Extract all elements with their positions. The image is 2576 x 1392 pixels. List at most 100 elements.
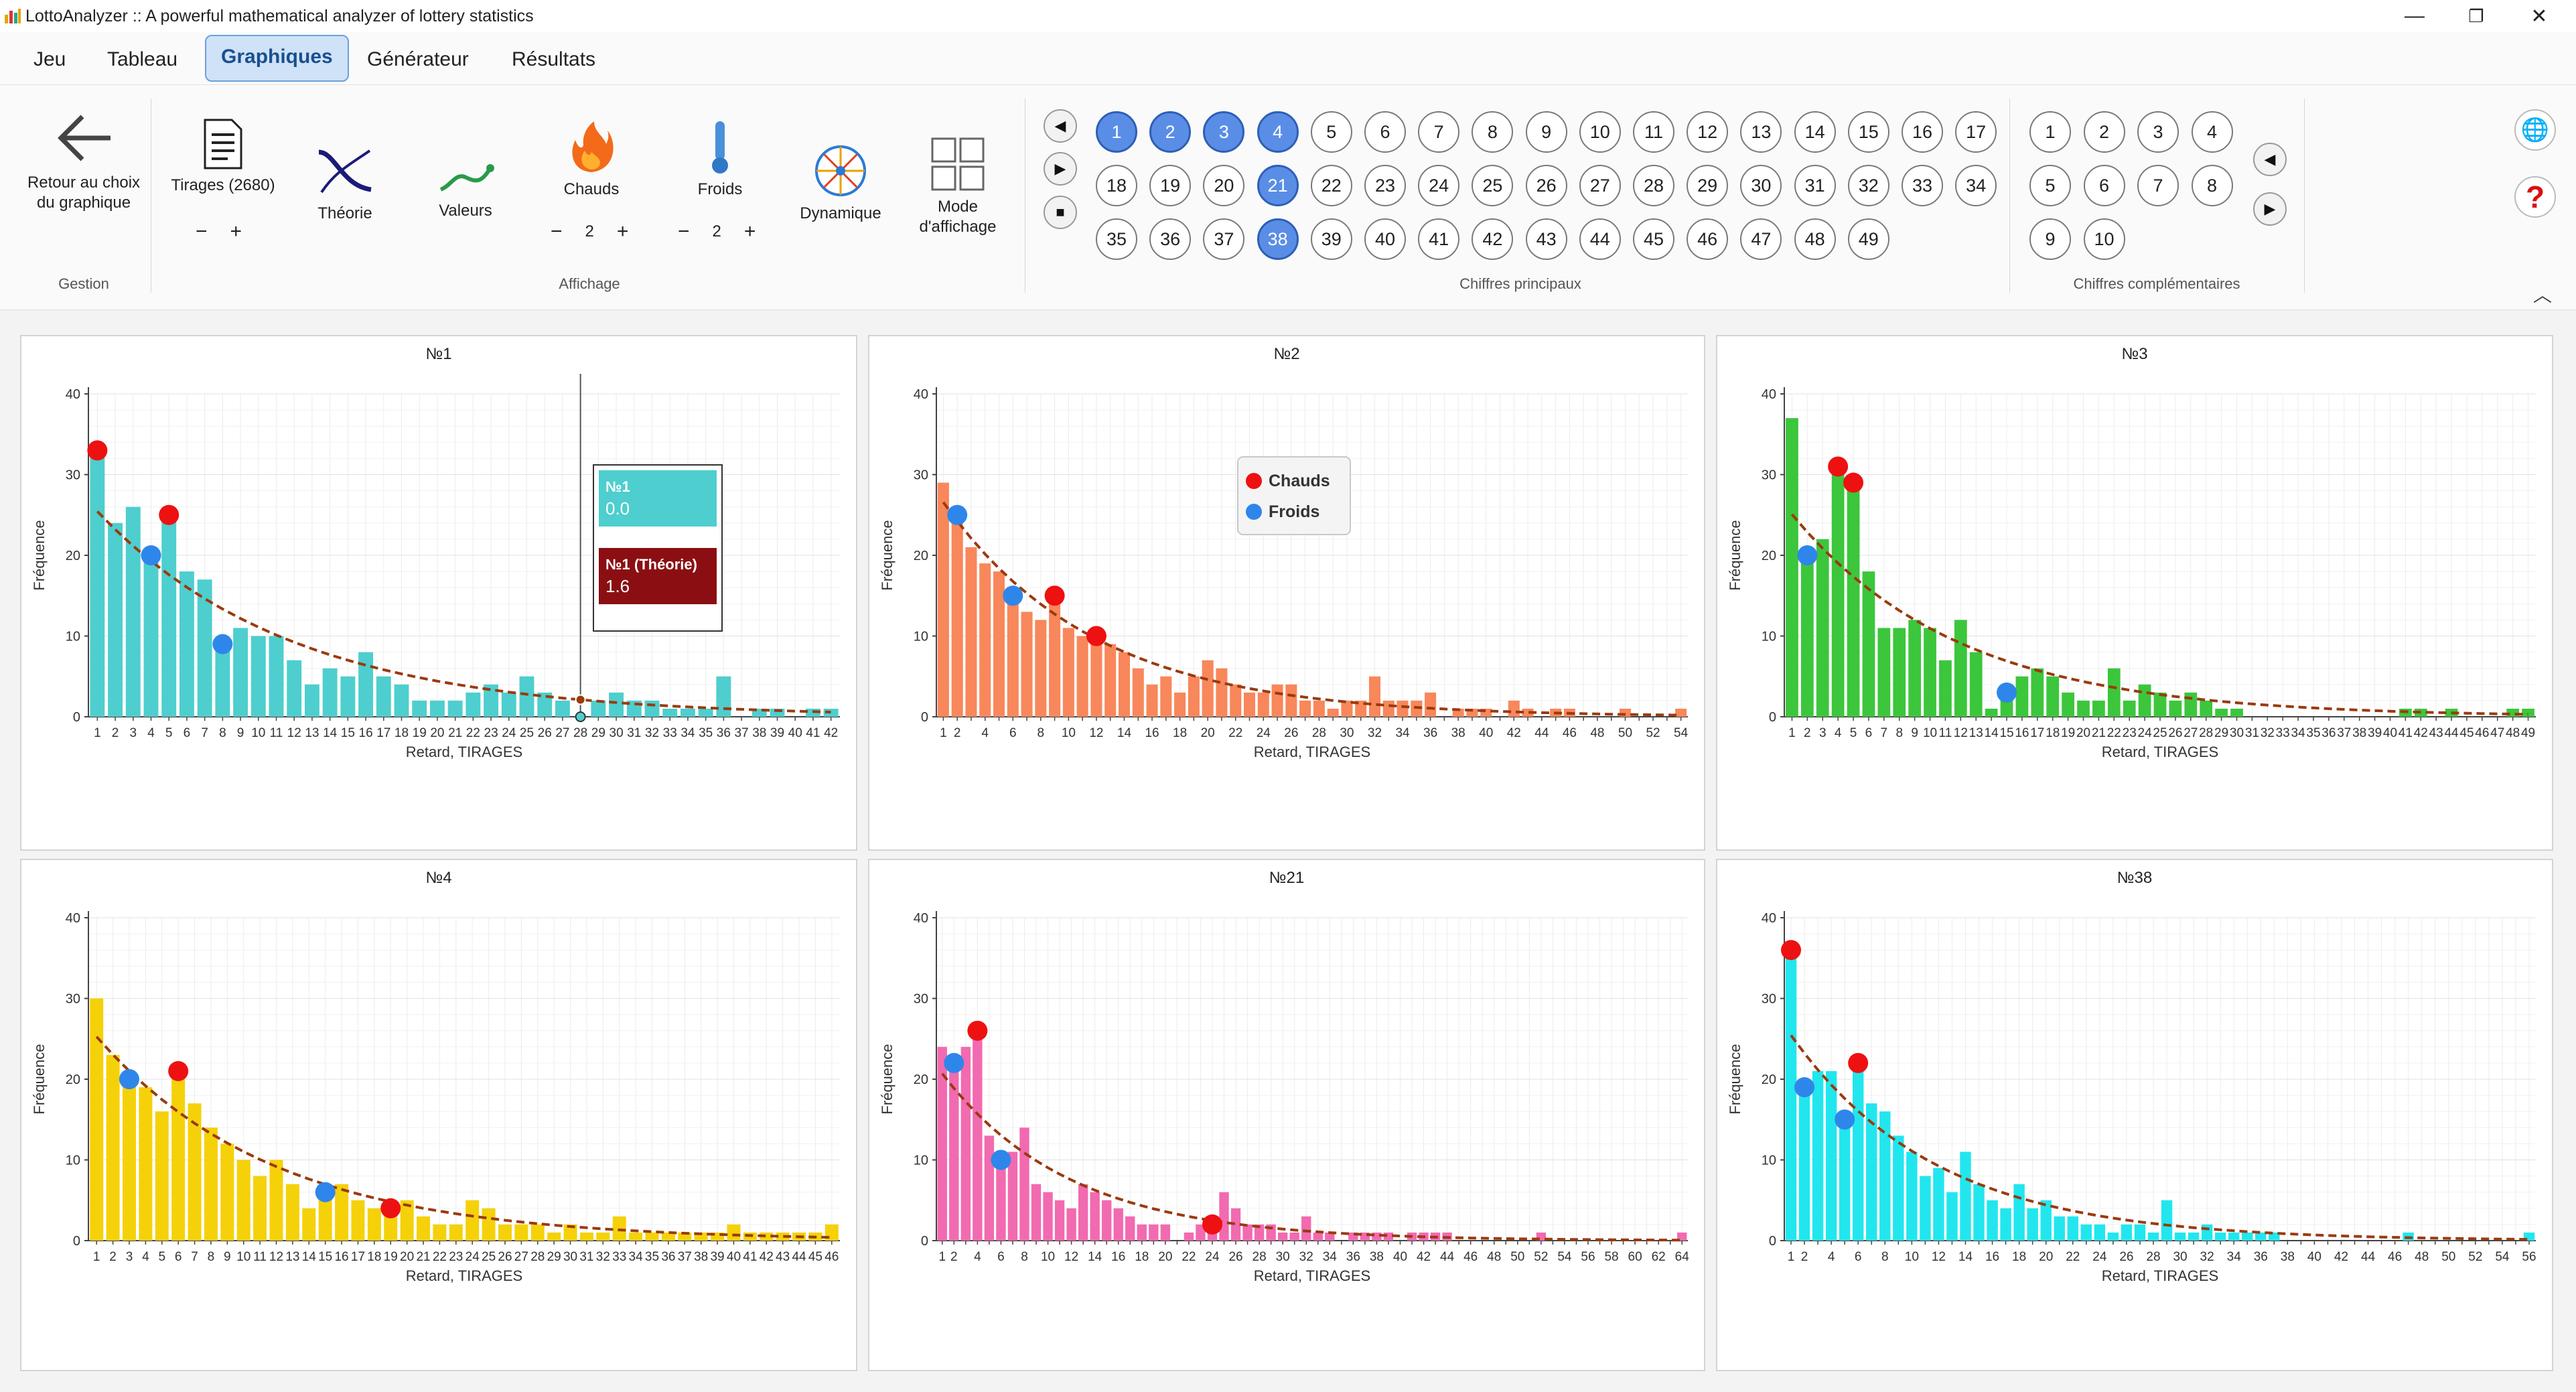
number-ball-14[interactable]: 14 [1794, 111, 1836, 153]
play-button[interactable]: ▶ [1044, 152, 1077, 186]
froids-plus-button[interactable]: + [743, 220, 756, 242]
number-ball-17[interactable]: 17 [1955, 111, 1997, 153]
complementary-ball-7[interactable]: 7 [2137, 165, 2179, 206]
separator [2304, 98, 2305, 293]
number-ball-32[interactable]: 32 [1847, 165, 1889, 206]
number-ball-41[interactable]: 41 [1418, 218, 1460, 260]
x-tick-label: 34 [681, 726, 695, 740]
number-ball-39[interactable]: 39 [1310, 218, 1352, 260]
complementary-ball-1[interactable]: 1 [2029, 111, 2071, 153]
complementary-ball-5[interactable]: 5 [2029, 165, 2071, 206]
number-ball-18[interactable]: 18 [1096, 165, 1137, 206]
number-ball-12[interactable]: 12 [1687, 111, 1729, 153]
number-ball-34[interactable]: 34 [1955, 165, 1997, 206]
y-axis-label: Fréquence [879, 1044, 896, 1114]
number-ball-23[interactable]: 23 [1364, 165, 1406, 206]
number-ball-5[interactable]: 5 [1310, 111, 1352, 153]
stop-button[interactable]: ■ [1044, 196, 1077, 229]
complementary-ball-3[interactable]: 3 [2137, 111, 2179, 153]
mode-affichage-button[interactable]: Mode d'affichage [911, 136, 1005, 237]
number-ball-7[interactable]: 7 [1418, 111, 1460, 153]
number-ball-33[interactable]: 33 [1902, 165, 1943, 206]
chauds-minus-button[interactable]: − [551, 220, 563, 242]
dynamique-button[interactable]: Dynamique [790, 143, 891, 224]
menu-resultats[interactable]: Résultats [512, 48, 596, 70]
number-ball-16[interactable]: 16 [1902, 111, 1943, 153]
number-ball-48[interactable]: 48 [1794, 218, 1836, 260]
number-ball-29[interactable]: 29 [1687, 165, 1729, 206]
number-ball-28[interactable]: 28 [1633, 165, 1674, 206]
number-ball-43[interactable]: 43 [1525, 218, 1567, 260]
number-ball-47[interactable]: 47 [1740, 218, 1782, 260]
prev-button[interactable]: ◀ [1044, 109, 1077, 143]
froids-button[interactable]: Froids [676, 119, 764, 200]
number-ball-15[interactable]: 15 [1847, 111, 1889, 153]
number-ball-36[interactable]: 36 [1149, 218, 1192, 260]
number-ball-25[interactable]: 25 [1472, 165, 1514, 206]
menu-generateur[interactable]: Générateur [367, 48, 469, 70]
chauds-plus-button[interactable]: + [616, 220, 629, 242]
y-tick-label: 10 [914, 1154, 928, 1168]
number-ball-2[interactable]: 2 [1149, 111, 1192, 153]
number-ball-10[interactable]: 10 [1579, 111, 1621, 153]
chauds-button[interactable]: Chauds [548, 119, 635, 200]
menu-tableau[interactable]: Tableau [107, 48, 178, 70]
y-tick-label: 10 [914, 630, 928, 644]
back-to-chart-choice-button[interactable]: Retour au choix du graphique [20, 108, 147, 213]
number-ball-42[interactable]: 42 [1472, 218, 1514, 260]
tirages-minus-button[interactable]: − [196, 220, 208, 242]
compl-prev-button[interactable]: ◀ [2253, 143, 2287, 176]
number-ball-8[interactable]: 8 [1472, 111, 1514, 153]
number-ball-45[interactable]: 45 [1633, 218, 1674, 260]
number-ball-30[interactable]: 30 [1740, 165, 1782, 206]
number-ball-26[interactable]: 26 [1525, 165, 1567, 206]
number-ball-1[interactable]: 1 [1096, 111, 1137, 153]
help-icon[interactable]: ? [2514, 176, 2556, 218]
collapse-ribbon-icon[interactable]: ︿ [2533, 285, 2553, 305]
number-ball-19[interactable]: 19 [1149, 165, 1192, 206]
menu-graphiques[interactable]: Graphiques [205, 35, 349, 82]
valeurs-button[interactable]: Valeurs [422, 159, 509, 221]
number-ball-4[interactable]: 4 [1257, 111, 1299, 153]
number-ball-27[interactable]: 27 [1579, 165, 1621, 206]
complementary-ball-10[interactable]: 10 [2083, 218, 2125, 260]
number-ball-49[interactable]: 49 [1847, 218, 1889, 260]
number-ball-3[interactable]: 3 [1203, 111, 1245, 153]
x-tick-label: 23 [484, 726, 498, 740]
compl-next-button[interactable]: ▶ [2253, 192, 2287, 226]
froids-minus-button[interactable]: − [678, 220, 690, 242]
complementary-ball-4[interactable]: 4 [2191, 111, 2233, 153]
number-ball-35[interactable]: 35 [1096, 218, 1137, 260]
tirages-button[interactable]: Tirages (2680) [166, 117, 280, 196]
complementary-ball-2[interactable]: 2 [2083, 111, 2125, 153]
bar-1 [1786, 418, 1798, 717]
number-ball-38[interactable]: 38 [1257, 218, 1299, 260]
number-ball-20[interactable]: 20 [1203, 165, 1245, 206]
close-button[interactable]: ✕ [2530, 5, 2548, 27]
complementary-ball-8[interactable]: 8 [2191, 165, 2233, 206]
x-tick-label: 20 [1158, 1250, 1172, 1264]
complementary-ball-9[interactable]: 9 [2029, 218, 2071, 260]
theorie-button[interactable]: Théorie [301, 145, 388, 224]
number-ball-44[interactable]: 44 [1579, 218, 1621, 260]
bar-4 [139, 1087, 153, 1241]
number-ball-9[interactable]: 9 [1525, 111, 1567, 153]
chart-panel-21: №21 0 10 20 30 40 1 2 4 6 8 10 12 14 16 18 20 22 24 26 28 30 3… [868, 859, 1705, 1371]
menu-jeu[interactable]: Jeu [33, 48, 66, 70]
number-ball-21[interactable]: 21 [1257, 165, 1299, 206]
number-ball-46[interactable]: 46 [1687, 218, 1729, 260]
number-ball-11[interactable]: 11 [1633, 111, 1674, 153]
number-ball-22[interactable]: 22 [1310, 165, 1352, 206]
number-ball-40[interactable]: 40 [1364, 218, 1406, 260]
number-ball-31[interactable]: 31 [1794, 165, 1836, 206]
x-tick-label: 26 [498, 1250, 512, 1264]
number-ball-24[interactable]: 24 [1418, 165, 1460, 206]
restore-button[interactable]: ❐ [2468, 5, 2484, 26]
tirages-plus-button[interactable]: + [230, 220, 242, 242]
number-ball-37[interactable]: 37 [1203, 218, 1245, 260]
minimize-button[interactable]: — [2405, 5, 2425, 27]
globe-icon[interactable]: 🌐 [2514, 109, 2556, 151]
complementary-ball-6[interactable]: 6 [2083, 165, 2125, 206]
number-ball-13[interactable]: 13 [1740, 111, 1782, 153]
number-ball-6[interactable]: 6 [1364, 111, 1406, 153]
